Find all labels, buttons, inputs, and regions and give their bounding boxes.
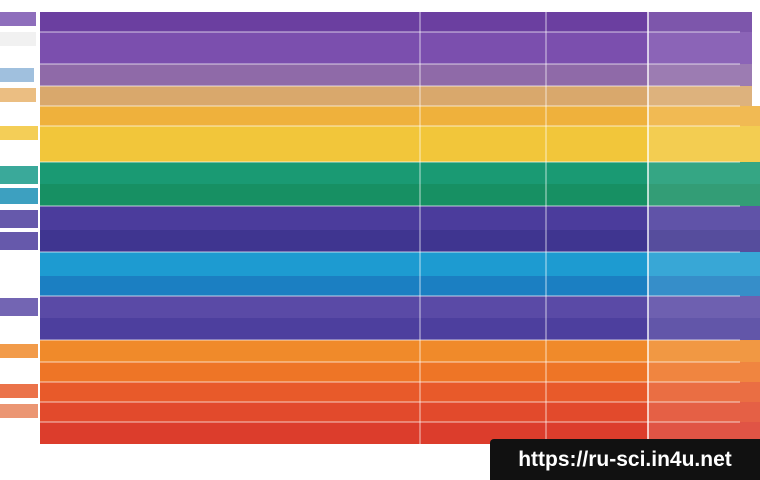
color-bands xyxy=(40,12,760,444)
right-panel xyxy=(648,12,760,444)
separator-lines xyxy=(40,12,740,444)
left-tabs xyxy=(0,12,38,418)
watermark: https://ru-sci.in4u.net xyxy=(490,439,760,480)
